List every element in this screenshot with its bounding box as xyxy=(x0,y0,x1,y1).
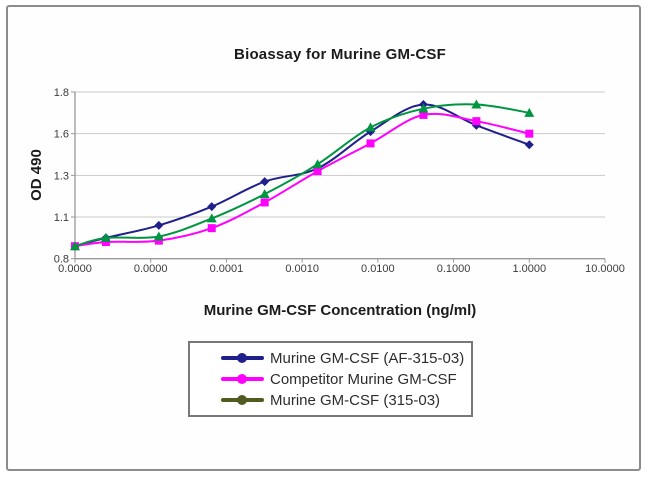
triangle-marker-icon xyxy=(259,189,270,199)
chart-title: Bioassay for Murine GM-CSF xyxy=(234,46,446,63)
x-tick-label: 10.0000 xyxy=(585,263,625,275)
square-marker-icon xyxy=(101,238,110,247)
square-marker-icon xyxy=(419,110,428,119)
x-tick-label: 0.0010 xyxy=(285,263,319,275)
triangle-marker-icon xyxy=(206,213,217,223)
diamond-marker-icon xyxy=(524,140,534,150)
legend-label: Competitor Murine GM-CSF xyxy=(270,370,457,388)
legend-item: Murine GM-CSF (AF-315-03) xyxy=(221,349,471,367)
series-line xyxy=(74,103,530,248)
triangle-marker-icon xyxy=(153,231,164,241)
y-tick-label: 1.1 xyxy=(54,212,69,224)
y-axis-title: OD 490 xyxy=(28,149,45,201)
y-tick-label: 0.8 xyxy=(54,254,69,266)
diamond-marker-icon xyxy=(260,177,270,187)
x-tick-label: 0.1000 xyxy=(437,263,471,275)
triangle-marker-icon xyxy=(70,241,80,251)
legend-marker-icon xyxy=(237,353,247,363)
x-tick-label: 0.0000 xyxy=(134,263,168,275)
x-tick-label: 1.0000 xyxy=(512,263,546,275)
legend-marker-icon xyxy=(237,374,247,384)
diamond-marker-icon xyxy=(207,202,217,212)
legend-swatch xyxy=(221,394,264,406)
square-marker-icon xyxy=(472,117,481,126)
legend-item: Murine GM-CSF (315-03) xyxy=(221,391,471,409)
diamond-marker-icon xyxy=(154,220,164,230)
legend-label: Murine GM-CSF (315-03) xyxy=(270,391,441,409)
y-tick-label: 1.6 xyxy=(54,129,69,141)
x-tick-label: 0.0001 xyxy=(210,263,244,275)
series-line xyxy=(74,112,530,248)
square-marker-icon xyxy=(207,224,216,233)
square-marker-icon xyxy=(366,139,375,148)
series-2 xyxy=(70,99,535,251)
y-tick-label: 1.8 xyxy=(54,87,69,99)
x-axis-title: Murine GM-CSF Concentration (ng/ml) xyxy=(203,302,477,319)
square-marker-icon xyxy=(154,236,163,245)
triangle-marker-icon xyxy=(100,232,111,242)
square-marker-icon xyxy=(525,129,534,138)
triangle-marker-icon xyxy=(418,103,429,113)
y-tick-label: 1.3 xyxy=(54,170,69,182)
triangle-marker-icon xyxy=(471,99,482,109)
square-marker-icon xyxy=(260,198,269,207)
legend-item: Competitor Murine GM-CSF xyxy=(221,370,471,388)
triangle-marker-icon xyxy=(365,122,376,132)
x-tick-label: 0.0000 xyxy=(58,263,92,275)
square-marker-icon xyxy=(313,167,322,176)
triangle-marker-icon xyxy=(312,159,323,169)
x-tick-label: 0.0100 xyxy=(361,263,395,275)
legend-label: Murine GM-CSF (AF-315-03) xyxy=(270,349,465,367)
legend-swatch xyxy=(221,352,264,364)
series-line xyxy=(74,103,530,248)
legend: Murine GM-CSF (AF-315-03) Competitor Mur… xyxy=(188,341,473,417)
legend-marker-icon xyxy=(237,395,247,405)
triangle-marker-icon xyxy=(524,107,535,117)
legend-swatch xyxy=(221,373,264,385)
